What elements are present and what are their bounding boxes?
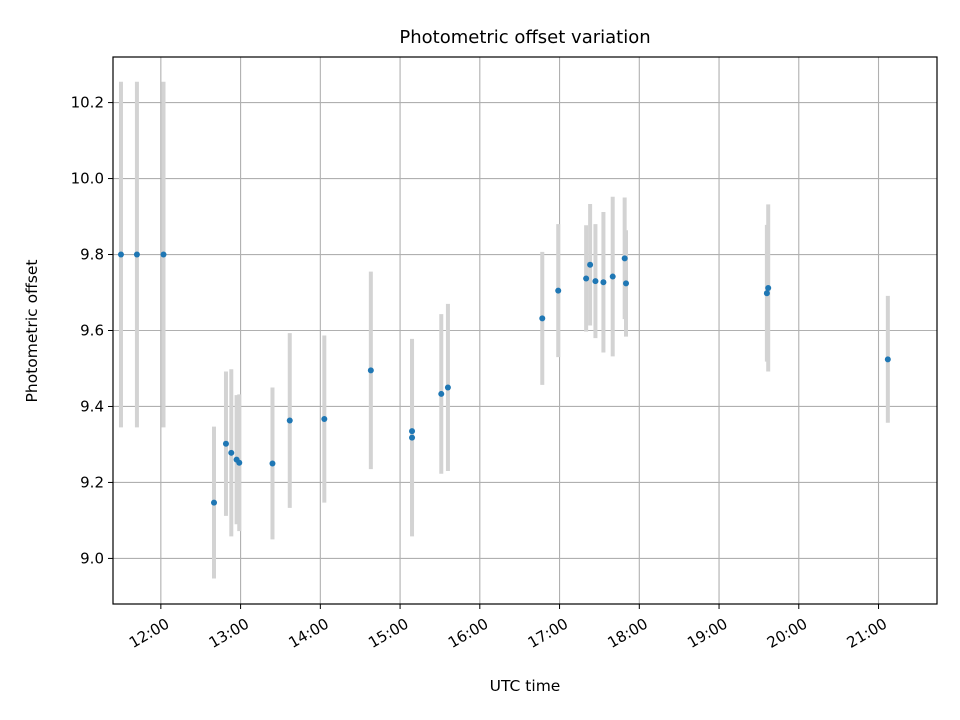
x-axis: 12:00 13:00 14:00 15:00 16:00 17:00 18:00 19:00… — [126, 604, 890, 652]
data-point — [409, 434, 416, 441]
y-tick-label: 9.4 — [80, 397, 104, 415]
data-point — [555, 287, 562, 294]
data-point — [269, 460, 276, 467]
data-points — [117, 251, 891, 506]
data-point — [587, 261, 594, 268]
data-point — [367, 367, 374, 374]
data-point — [609, 273, 616, 280]
y-tick-label: 10.0 — [71, 170, 104, 188]
data-point — [765, 284, 772, 291]
x-tick-label: 12:00 — [126, 615, 172, 652]
data-point — [222, 440, 229, 447]
data-point — [321, 416, 328, 423]
data-point — [236, 459, 243, 466]
y-axis-title: Photometric offset — [23, 260, 41, 403]
data-point — [160, 251, 167, 258]
y-tick-label: 9.2 — [80, 473, 104, 491]
x-tick-label: 14:00 — [285, 615, 331, 652]
data-point — [409, 428, 416, 435]
data-point — [211, 499, 218, 506]
data-point — [592, 278, 599, 285]
x-tick-label: 16:00 — [445, 615, 491, 652]
x-tick-label: 19:00 — [684, 615, 730, 652]
data-point — [444, 384, 451, 391]
data-point — [539, 315, 546, 322]
x-tick-label: 13:00 — [206, 615, 252, 652]
data-point — [133, 251, 140, 258]
y-tick-label: 9.6 — [80, 322, 104, 340]
y-tick-label: 9.8 — [80, 246, 104, 264]
data-point — [600, 279, 607, 286]
x-tick-label: 20:00 — [764, 615, 810, 652]
data-point — [286, 417, 293, 424]
data-point — [623, 280, 630, 287]
y-tick-label: 10.2 — [71, 94, 104, 112]
y-tick-label: 9.0 — [80, 549, 104, 567]
x-tick-label: 15:00 — [365, 615, 411, 652]
x-tick-label: 21:00 — [844, 615, 890, 652]
chart-title: Photometric offset variation — [399, 27, 650, 48]
x-tick-label: 18:00 — [604, 615, 650, 652]
data-point — [438, 390, 445, 397]
x-axis-title: UTC time — [490, 677, 561, 695]
data-point — [117, 251, 124, 258]
data-point — [583, 275, 590, 282]
data-point — [228, 449, 235, 456]
data-point — [621, 255, 628, 262]
data-point — [763, 290, 770, 297]
y-axis: 9.0 9.2 9.4 9.6 9.8 10.0 10.2 — [71, 94, 113, 567]
data-point — [884, 356, 891, 363]
x-tick-label: 17:00 — [525, 615, 571, 652]
